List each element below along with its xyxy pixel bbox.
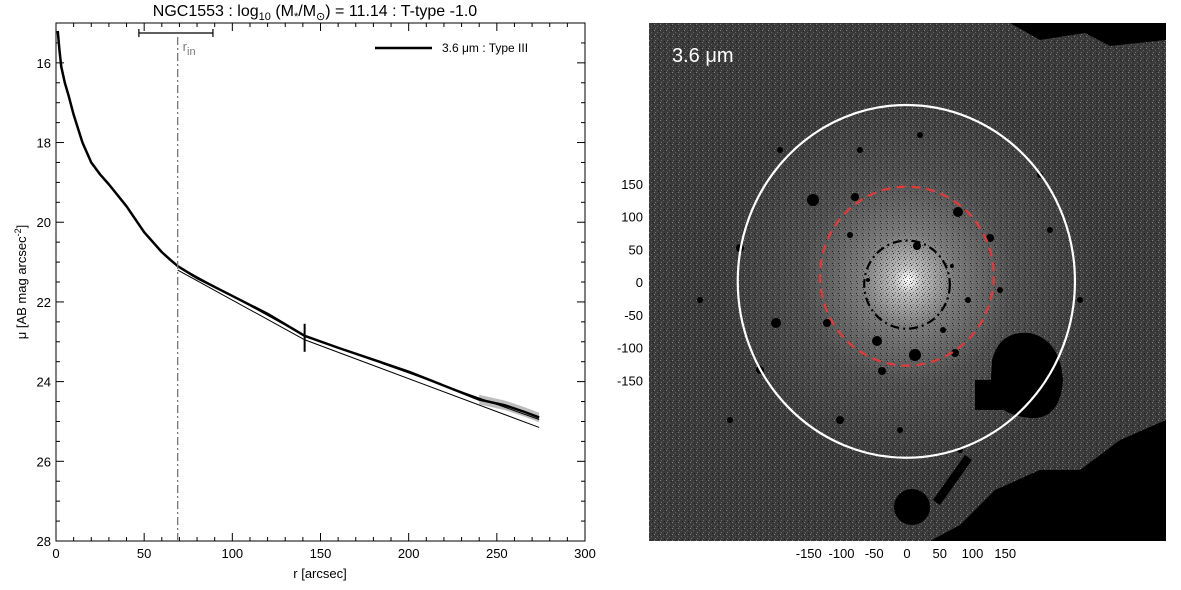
image-y-tick-label: 0 [636,275,643,290]
image-y-tick-label: -150 [617,373,643,388]
x-tick-label: 50 [137,546,151,561]
y-tick-label: 18 [37,136,51,151]
y-axis-label: μ [AB mag arcsec-2] [13,225,29,340]
image-x-tick-label: 100 [962,546,984,561]
data-series [56,30,540,419]
x-tick-label: 200 [398,546,420,561]
axis-ticks: 0 50 100 150 200 250 300 16 18 20 22 24 26 28 [37,22,596,561]
y-tick-label: 20 [37,215,51,230]
image-y-tick-label: 50 [629,242,643,257]
star-masks [697,132,1083,525]
fit-line [177,269,305,341]
image-x-tick-label: -50 [865,546,884,561]
ellipse-outer [736,103,1077,459]
y-tick-label: 22 [37,295,51,310]
aperture-ellipses [736,103,1077,459]
y-tick-label: 24 [37,375,51,390]
y-tick-label: 26 [37,454,51,469]
image-y-tick-label: 100 [621,210,643,225]
legend: 3.6 μm : Type III [375,41,528,55]
y-tick-label: 16 [37,56,51,71]
x-tick-label: 150 [310,546,332,561]
figure-title: NGC1553 : log10 (M*/M⊙) = 11.14 : T-type… [153,3,478,23]
image-y-tick-label: -100 [617,341,643,356]
image-band-label: 3.6 μm [672,45,734,67]
image-x-tick-label: -150 [796,546,822,561]
x-tick-label: 100 [221,546,243,561]
x-tick-label: 300 [574,546,596,561]
plot-frame [55,22,586,542]
image-x-tick-label: 150 [994,546,1016,561]
x-tick-label: 250 [486,546,508,561]
x-axis-label: r [arcsec] [293,566,346,581]
y-tick-label: 28 [37,534,51,549]
image-y-tick-label: 150 [621,177,643,192]
image-noise [649,23,1166,541]
legend-label: 3.6 μm : Type III [442,41,528,55]
image-x-tick-label: -100 [828,546,854,561]
image-axis-ticks: -150 -100 -50 0 50 100 150 150 100 50 0 -50 -100 -150 [617,177,1016,561]
ellipse-break [819,185,995,367]
galaxy-image-panel: 3.6 μm -150 -100 -50 0 50 100 150150100500-50-… [617,23,1166,561]
profile-line [56,30,540,419]
x-tick-label: 0 [52,546,59,561]
image-y-tick-label: -50 [624,308,643,323]
fit-line [304,339,540,428]
ellipse-inner [863,239,951,330]
image-x-tick-label: 0 [903,546,910,561]
image-x-tick-label: 50 [933,546,947,561]
